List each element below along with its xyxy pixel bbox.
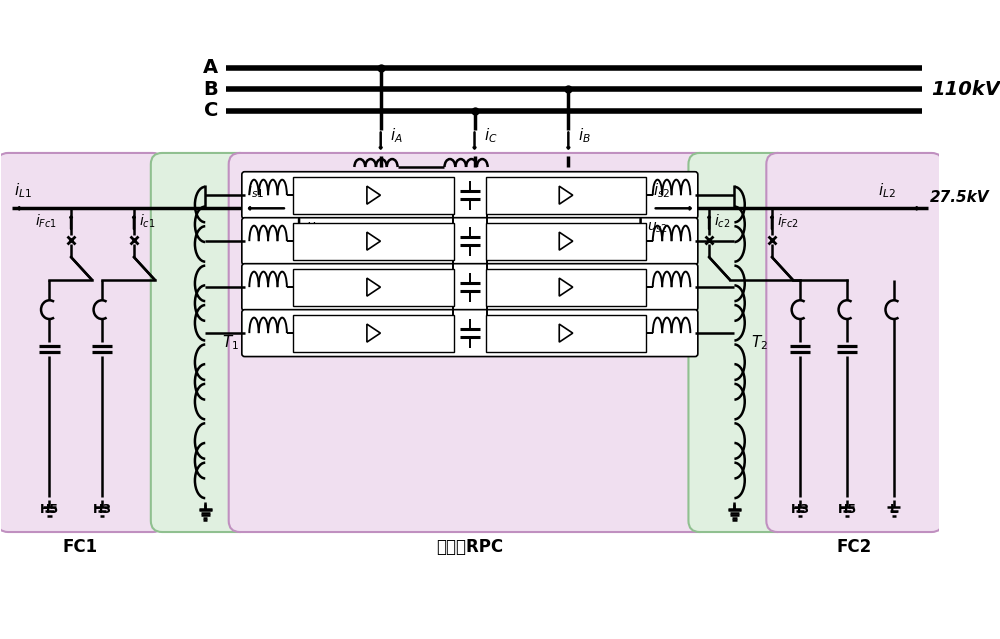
Text: $i_{A}$: $i_{A}$ [390,127,403,146]
Text: FC2: FC2 [837,538,872,556]
Text: H5: H5 [40,504,59,516]
Text: $i_{Fc1}$: $i_{Fc1}$ [35,212,57,229]
FancyBboxPatch shape [293,222,454,259]
FancyBboxPatch shape [688,153,789,532]
Text: $i_{L1}$: $i_{L1}$ [14,181,32,200]
FancyBboxPatch shape [242,172,698,219]
Text: C: C [204,101,218,120]
Text: $i_{B}$: $i_{B}$ [578,127,591,146]
FancyBboxPatch shape [0,153,164,532]
FancyBboxPatch shape [486,177,646,213]
Text: H3: H3 [791,504,810,516]
FancyBboxPatch shape [151,153,251,532]
Text: $i_{L2}$: $i_{L2}$ [878,181,896,200]
FancyBboxPatch shape [242,264,698,311]
FancyBboxPatch shape [486,268,646,305]
FancyBboxPatch shape [486,314,646,351]
Text: $i_{C}$: $i_{C}$ [484,127,498,146]
FancyBboxPatch shape [293,177,454,213]
FancyBboxPatch shape [486,222,646,259]
Text: $u_{s1}$: $u_{s1}$ [306,221,327,235]
Text: $T_{2}$: $T_{2}$ [751,333,768,352]
Text: H5: H5 [837,504,857,516]
Text: 27.5kV: 27.5kV [930,190,989,204]
Text: H3: H3 [93,504,112,516]
Text: $i_{s1}$: $i_{s1}$ [247,181,264,200]
Text: $i_{c1}$: $i_{c1}$ [139,212,155,229]
Text: $i_{c2}$: $i_{c2}$ [714,212,730,229]
Text: 110kV: 110kV [931,80,1000,98]
Text: L: L [890,504,898,516]
Text: $i_{s2}$: $i_{s2}$ [653,181,670,200]
Text: A: A [203,58,218,77]
FancyBboxPatch shape [766,153,943,532]
FancyBboxPatch shape [293,268,454,305]
Text: B: B [204,80,218,98]
Text: $T_{1}$: $T_{1}$ [222,333,239,352]
Text: $i_{Fc2}$: $i_{Fc2}$ [777,212,799,229]
FancyBboxPatch shape [229,153,711,532]
Text: 多重化RPC: 多重化RPC [436,538,503,556]
Text: $u_{s2}$: $u_{s2}$ [647,221,668,235]
FancyBboxPatch shape [293,314,454,351]
FancyBboxPatch shape [242,310,698,357]
Text: FC1: FC1 [63,538,98,556]
FancyBboxPatch shape [242,218,698,265]
